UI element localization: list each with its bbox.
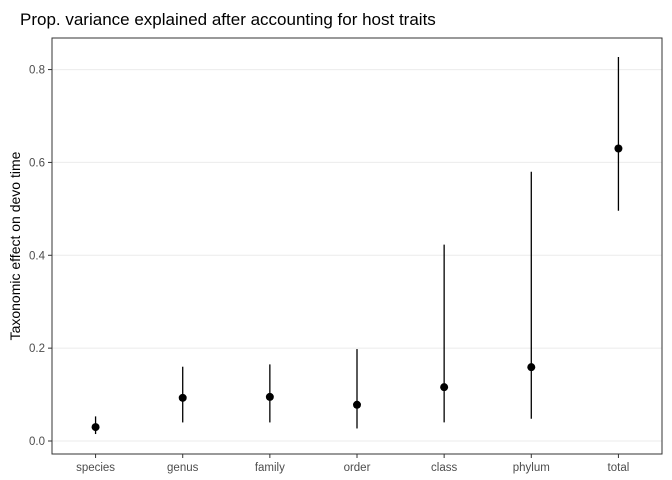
- data-point: [91, 423, 100, 432]
- chart-title: Prop. variance explained after accountin…: [20, 10, 436, 29]
- data-point: [440, 383, 449, 392]
- x-tick-label: phylum: [513, 462, 550, 474]
- grid-layer: [52, 69, 662, 442]
- y-tick-label: 0.0: [29, 436, 45, 448]
- x-tick-label: total: [608, 462, 630, 474]
- data-point: [353, 400, 361, 409]
- y-tick-label: 0.8: [29, 65, 45, 77]
- data-point: [614, 144, 623, 153]
- y-tick-label: 0.2: [29, 343, 45, 355]
- point-layer: [91, 144, 623, 432]
- data-point: [265, 392, 274, 401]
- y-tick-label: 0.4: [29, 250, 46, 262]
- x-tick-label: order: [344, 462, 371, 474]
- x-axis-ticks: species genus family order class phylum total: [76, 454, 629, 474]
- y-axis-title: Taxonomic effect on devo time: [7, 151, 23, 340]
- y-axis-ticks: 0.0 0.2 0.4 0.6 0.8: [29, 65, 52, 448]
- data-point: [527, 363, 536, 372]
- x-tick-label: family: [255, 462, 285, 474]
- x-tick-label: species: [76, 462, 115, 474]
- x-tick-label: class: [431, 462, 457, 474]
- error-bar-layer: [94, 57, 620, 435]
- x-tick-label: genus: [167, 462, 199, 474]
- y-tick-label: 0.6: [29, 157, 45, 169]
- data-point: [178, 393, 187, 402]
